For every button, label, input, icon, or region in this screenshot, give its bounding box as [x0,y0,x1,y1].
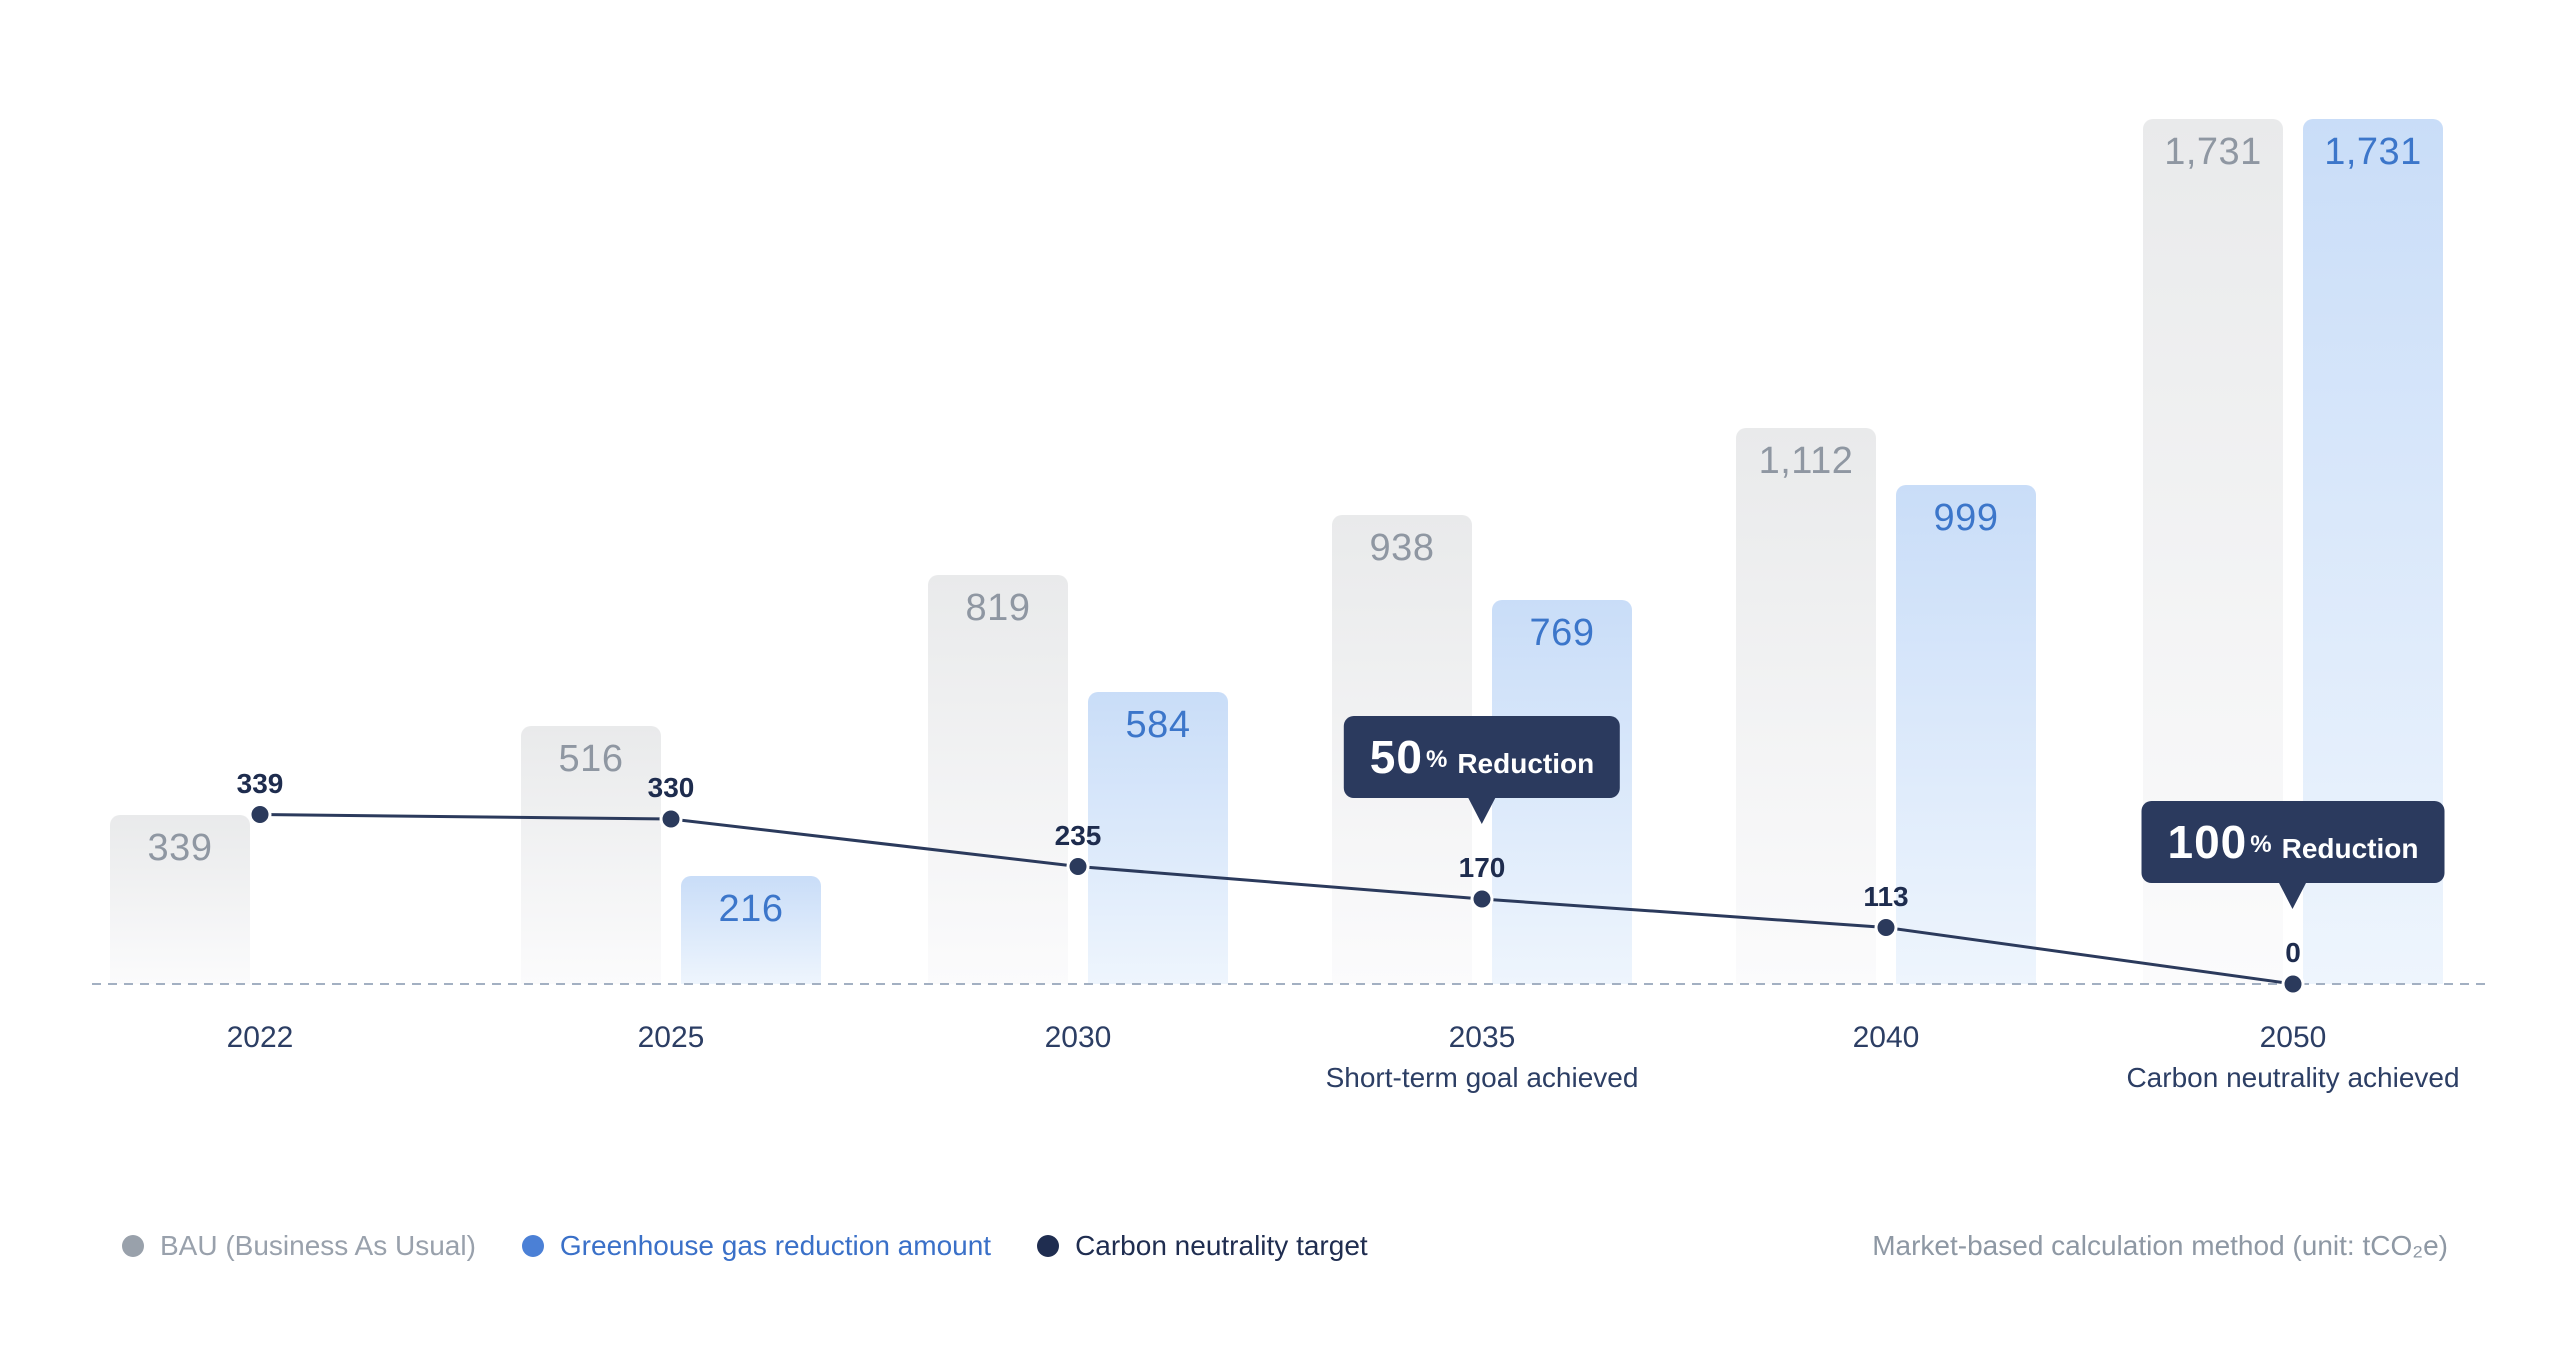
bar-value-label: 1,731 [2324,130,2422,173]
reduction-word: Reduction [1457,748,1595,779]
bau-bar-2040: 1,112 [1736,428,1876,984]
reduction-callout-2050: 100% Reduction [2141,801,2445,909]
axis-label-2050: 2050 [2259,1021,2327,1054]
reduction-bar-2040: 999 [1896,484,2036,984]
calculation-method-note: Market-based calculation method (unit: t… [1872,1230,2448,1261]
target-point-2040 [1874,916,1898,939]
legend-item-label: BAU (Business As Usual) [160,1230,476,1261]
bar-value-label: 769 [1529,611,1595,654]
percent-sign: % [2250,831,2272,858]
bar-value-label: 516 [558,738,624,780]
bar-value-label: 1,731 [2164,130,2262,173]
target-value-label: 235 [1054,819,1102,851]
axis-sublabel-2050: Carbon neutrality achieved [2126,1062,2460,1093]
bar-value-label: 216 [718,888,784,930]
legend-item-label: Carbon neutrality target [1075,1230,1368,1261]
target-value-label: 113 [1863,880,1909,912]
bar-value-label: 999 [1933,496,1999,539]
bar-value-label: 938 [1369,527,1435,569]
bau-bar-2030: 819 [928,574,1068,984]
legend: BAU (Business As Usual) Greenhouse gas r… [122,1230,1368,1262]
bar-value-label: 584 [1125,704,1191,746]
target-line-path [259,813,2294,986]
reduction-percent-value: 100 [2167,816,2248,868]
bar-value-label: 339 [147,826,213,869]
reduction-bar-2025: 216 [681,876,821,984]
reduction-callout-2035: 50% Reduction [1343,716,1621,824]
reduction-callout-text: 50% Reduction [1370,730,1594,784]
bau-legend-dot-icon [122,1235,144,1257]
bau-bar-2022: 339 [110,814,250,984]
percent-sign: % [1425,746,1448,773]
baseline-dashed-line [92,983,2490,985]
target-legend-dot-icon [1037,1235,1060,1257]
target-value-label: 0 [2285,937,2301,968]
axis-label-2025: 2025 [637,1021,705,1054]
target-point-2022 [248,803,272,826]
target-value-label: 339 [236,767,284,799]
chart-footer: BAU (Business As Usual) Greenhouse gas r… [122,1228,2448,1264]
reduction-word: Reduction [2281,833,2419,864]
axis-label-2022: 2022 [226,1021,294,1054]
reduction-callout-text: 100% Reduction [2168,815,2419,869]
target-value-label: 170 [1458,852,1506,883]
axis-label-2040: 2040 [1852,1021,1920,1054]
target-point-2025 [659,807,683,831]
axis-label-2030: 2030 [1044,1021,1112,1054]
callout-tail-icon [2278,882,2307,909]
target-point-2035 [1470,887,1494,911]
legend-item-label: Greenhouse gas reduction amount [559,1230,992,1261]
legend-item-bau: BAU (Business As Usual) [122,1230,476,1262]
bar-value-label: 1,112 [1758,440,1854,482]
axis-sublabel-2035: Short-term goal achieved [1325,1062,1639,1093]
bar-value-label: 819 [965,586,1031,629]
legend-item-reduction: Greenhouse gas reduction amount [521,1230,992,1262]
legend-item-target: Carbon neutrality target [1037,1230,1368,1262]
callout-tail-icon [1468,797,1496,824]
target-value-label: 330 [647,772,695,803]
bau-bar-2025: 516 [521,726,661,984]
target-point-2050 [2281,972,2305,996]
reduction-percent-value: 50 [1369,731,1423,783]
reduction-bar-2030: 584 [1088,692,1228,984]
reduction-legend-dot-icon [521,1235,544,1257]
axis-label-2035: 2035 [1448,1021,1516,1054]
target-point-2030 [1066,855,1090,878]
